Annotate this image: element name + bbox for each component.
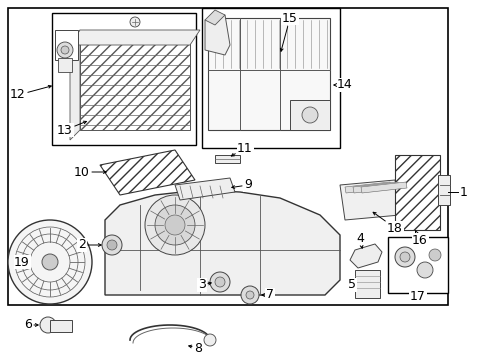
Text: 12: 12: [10, 85, 51, 102]
Text: 10: 10: [74, 166, 106, 179]
Circle shape: [107, 240, 117, 250]
Circle shape: [57, 42, 73, 58]
Bar: [50, 320, 72, 332]
Text: 6: 6: [24, 319, 38, 332]
Circle shape: [8, 220, 92, 304]
Circle shape: [145, 195, 205, 255]
Polygon shape: [345, 182, 391, 193]
Text: 16: 16: [412, 231, 428, 247]
Text: 11: 11: [231, 141, 253, 156]
Bar: [52, 13, 196, 145]
Polygon shape: [340, 180, 400, 220]
Text: 14: 14: [334, 78, 353, 91]
Bar: [438, 175, 450, 205]
Polygon shape: [205, 10, 225, 25]
Circle shape: [210, 272, 230, 292]
Text: 5: 5: [348, 279, 357, 292]
Text: 8: 8: [189, 342, 202, 355]
Circle shape: [241, 286, 259, 304]
Circle shape: [165, 215, 185, 235]
Bar: [388, 237, 448, 293]
Text: 7: 7: [262, 288, 274, 302]
Polygon shape: [205, 15, 230, 55]
Circle shape: [102, 235, 122, 255]
Text: 17: 17: [410, 289, 426, 302]
Bar: [202, 8, 340, 148]
Polygon shape: [70, 30, 80, 140]
Circle shape: [246, 291, 254, 299]
Text: 4: 4: [356, 231, 364, 248]
Circle shape: [155, 205, 195, 245]
Bar: [80, 30, 190, 130]
Polygon shape: [353, 182, 399, 193]
Bar: [215, 155, 240, 163]
Text: 3: 3: [198, 279, 211, 292]
Text: 9: 9: [232, 179, 252, 192]
Polygon shape: [105, 190, 340, 295]
Bar: [395, 155, 440, 230]
Polygon shape: [70, 30, 200, 45]
Circle shape: [42, 254, 58, 270]
Circle shape: [400, 252, 410, 262]
Bar: [55, 30, 78, 60]
Text: 2: 2: [78, 238, 101, 252]
Polygon shape: [361, 182, 407, 193]
Bar: [290, 100, 330, 130]
Circle shape: [417, 262, 433, 278]
Text: 15: 15: [280, 12, 298, 51]
Bar: [58, 58, 72, 72]
Circle shape: [130, 17, 140, 27]
Circle shape: [395, 247, 415, 267]
Polygon shape: [175, 178, 235, 200]
Polygon shape: [350, 244, 382, 268]
Circle shape: [215, 277, 225, 287]
Bar: [355, 270, 380, 298]
Circle shape: [61, 46, 69, 54]
Text: 19: 19: [14, 256, 30, 269]
Polygon shape: [100, 150, 195, 195]
Circle shape: [302, 107, 318, 123]
Circle shape: [204, 334, 216, 346]
Circle shape: [429, 249, 441, 261]
Bar: [208, 18, 330, 130]
Text: 18: 18: [373, 212, 403, 234]
Bar: [8, 8, 448, 305]
Text: 1: 1: [460, 185, 468, 198]
Text: 13: 13: [57, 121, 86, 136]
Circle shape: [40, 317, 56, 333]
